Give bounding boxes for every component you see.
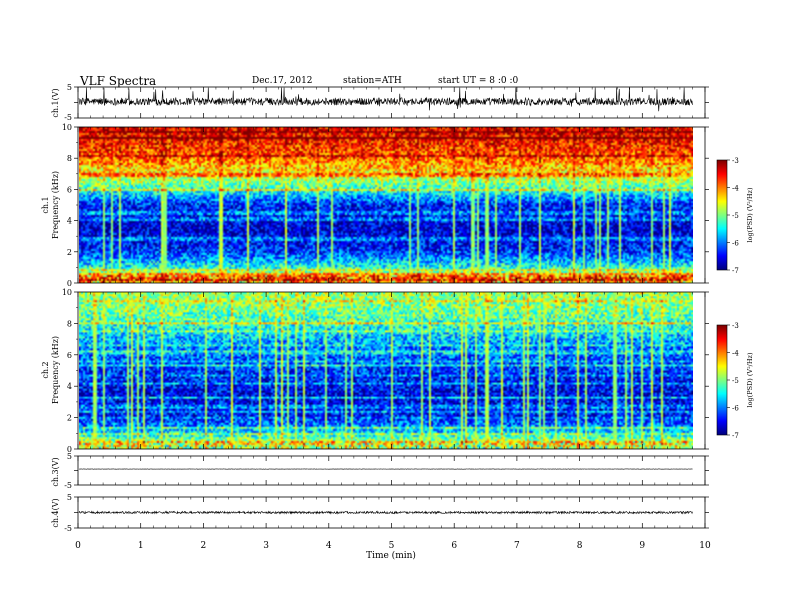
ch3-waveform-xticks [74, 455, 709, 486]
ch2-colorbar-ticks: -3 -4 -5 -6 -7 [727, 322, 739, 440]
ch2-spectrogram-xticks [77, 292, 706, 449]
ch1-waveform-ylabel: ch.1(V) [51, 88, 60, 117]
freq-ytick-label-8: 8 [67, 319, 72, 328]
ch4-ytick-bottom: -5 [64, 524, 72, 533]
time-tick-label-6: 6 [451, 541, 457, 551]
ch1-ytick-top: 5 [67, 83, 72, 92]
colorbar-tick-label--5: -5 [732, 212, 739, 220]
ch3-waveform-ylabel: ch.3(V) [51, 457, 60, 486]
ch2-spectrogram-channel-label: ch.2 [41, 361, 50, 378]
time-axis-tick-labels: 0 1 2 3 4 5 6 7 8 9 10 [75, 541, 711, 551]
figure-title: VLF Spectra [79, 74, 156, 88]
colorbar-tick-label--3: -3 [732, 157, 739, 165]
ch1-waveform-panel: 5 -5 ch.1(V) [51, 83, 709, 122]
colorbar-tick-label--4: -4 [732, 350, 739, 358]
freq-ytick-label-10: 10 [62, 123, 72, 132]
station-label: station=ATH [343, 76, 402, 86]
ch1-waveform-trace [78, 87, 693, 112]
ch2-spectrogram-ylabel: Frequency (kHz) [51, 336, 60, 404]
freq-ytick-label-6: 6 [67, 185, 72, 194]
colorbar-tick-label--4: -4 [732, 185, 739, 193]
freq-ytick-label-6: 6 [67, 351, 72, 360]
ch4-waveform-ylabel: ch.4(V) [51, 498, 60, 527]
colorbar-tick-label--7: -7 [732, 432, 739, 440]
time-tick-label-0: 0 [75, 541, 81, 551]
ch4-waveform-xticks [74, 496, 709, 529]
ch1-spectrogram-ylabel: Frequency (kHz) [51, 171, 60, 239]
ch1-colorbar-ticks: -3 -4 -5 -6 -7 [727, 157, 739, 275]
freq-ytick-label-10: 10 [62, 288, 72, 297]
time-tick-label-7: 7 [514, 541, 520, 551]
ch1-spectrogram-image [79, 127, 693, 283]
date-label: Dec.17, 2012 [252, 76, 313, 86]
time-tick-label-1: 1 [138, 541, 144, 551]
ch2-spectrogram-image [79, 292, 693, 449]
time-tick-label-9: 9 [639, 541, 645, 551]
colorbar-tick-label--5: -5 [732, 377, 739, 385]
ch4-waveform-panel: 5 -5 ch.4(V) [51, 493, 709, 533]
ch3-ytick-top: 5 [67, 452, 72, 461]
freq-ytick-label-8: 8 [67, 154, 72, 163]
ch1-ytick-bottom: -5 [64, 113, 72, 122]
freq-ytick-label-4: 4 [67, 217, 72, 226]
colorbar-tick-label--3: -3 [732, 322, 739, 330]
ch1-waveform-xticks [74, 86, 709, 119]
freq-ytick-label-4: 4 [67, 382, 72, 391]
time-tick-label-4: 4 [326, 541, 332, 551]
colorbar-tick-label--7: -7 [732, 267, 739, 275]
time-axis-label: Time (min) [366, 550, 416, 561]
freq-ytick-label-0: 0 [67, 279, 72, 288]
colorbar-tick-label--6: -6 [732, 405, 739, 413]
freq-ytick-label-0: 0 [67, 445, 72, 454]
time-tick-label-8: 8 [577, 541, 583, 551]
time-tick-label-10: 10 [699, 541, 711, 551]
time-tick-label-2: 2 [201, 541, 207, 551]
start-ut-label: start UT = 8 :0 :0 [438, 76, 518, 86]
freq-ytick-label-2: 2 [67, 248, 72, 257]
ch3-waveform-panel: 5 -5 ch.3(V) [51, 452, 709, 490]
ch2-colorbar-label: log(PSD) (V²/Hz) [746, 352, 754, 407]
time-tick-label-5: 5 [389, 541, 395, 551]
time-tick-label-3: 3 [263, 541, 269, 551]
ch1-spectrogram-yticks: 0 2 4 6 8 10 [62, 123, 709, 288]
ch1-spectrogram-xticks [77, 127, 706, 283]
ch3-ytick-bottom: -5 [64, 481, 72, 490]
ch2-colorbar-image [717, 325, 727, 435]
freq-ytick-label-2: 2 [67, 414, 72, 423]
colorbar-tick-label--6: -6 [732, 240, 739, 248]
ch4-waveform-trace [78, 510, 693, 515]
ch1-colorbar-image [717, 160, 727, 270]
ch1-spectrogram-channel-label: ch.1 [41, 196, 50, 213]
ch2-spectrogram-yticks: 0 2 4 6 8 10 [62, 288, 709, 454]
ch4-ytick-top: 5 [67, 493, 72, 502]
ch1-colorbar-label: log(PSD) (V²/Hz) [746, 187, 754, 242]
